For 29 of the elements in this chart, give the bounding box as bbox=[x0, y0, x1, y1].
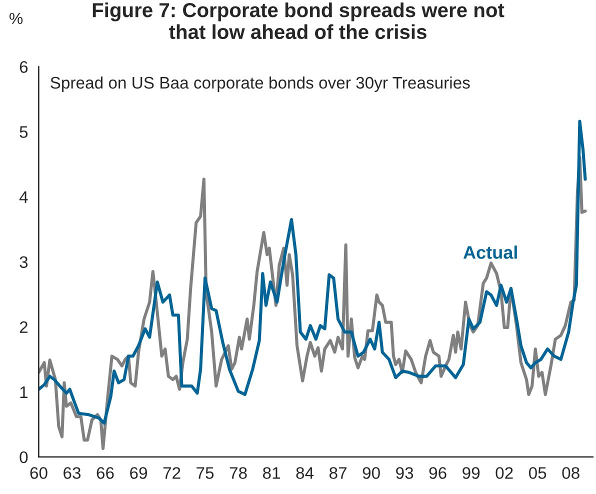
y-tick-label: 4 bbox=[19, 191, 28, 203]
x-tick-label: 69 bbox=[130, 467, 147, 479]
y-tick-label: 2 bbox=[20, 321, 28, 333]
x-tick-label: 96 bbox=[429, 467, 446, 479]
y-tick-label: 1 bbox=[20, 386, 28, 398]
y-tick-label: 5 bbox=[20, 126, 28, 138]
x-tick-label: 99 bbox=[462, 467, 480, 479]
line-series bbox=[38, 120, 587, 425]
y-tick-label: 0 bbox=[20, 451, 28, 464]
x-tick-label: 93 bbox=[396, 467, 414, 479]
x-tick-label: 84 bbox=[296, 467, 314, 479]
text: Spread on US Baa corporate bonds over 30yr Treasuries bbox=[50, 76, 470, 92]
y-tick-label: 6 bbox=[20, 61, 28, 73]
x-tick-label: 78 bbox=[230, 467, 247, 479]
x-tick-label: 75 bbox=[196, 467, 214, 479]
x-tick-label: 90 bbox=[362, 467, 380, 479]
x-tick-label: 02 bbox=[496, 467, 513, 479]
x-tick-label: 72 bbox=[163, 467, 180, 479]
series-label: Actual bbox=[463, 246, 517, 259]
x-tick-label: 05 bbox=[528, 467, 546, 479]
x-tick-label: 08 bbox=[562, 467, 580, 479]
x-tick-label: 66 bbox=[96, 467, 114, 479]
y-tick-label: 3 bbox=[20, 256, 28, 268]
x-tick-label: 87 bbox=[330, 467, 346, 479]
chart-title: Figure 7: Corporate bond spreads were not that low ahead of the crisis bbox=[92, 2, 504, 40]
x-tick-label: 81 bbox=[262, 467, 280, 479]
x-tick-label: 60 bbox=[30, 467, 48, 479]
y-axis-title: % bbox=[10, 12, 23, 24]
x-tick-label: 63 bbox=[64, 467, 81, 479]
